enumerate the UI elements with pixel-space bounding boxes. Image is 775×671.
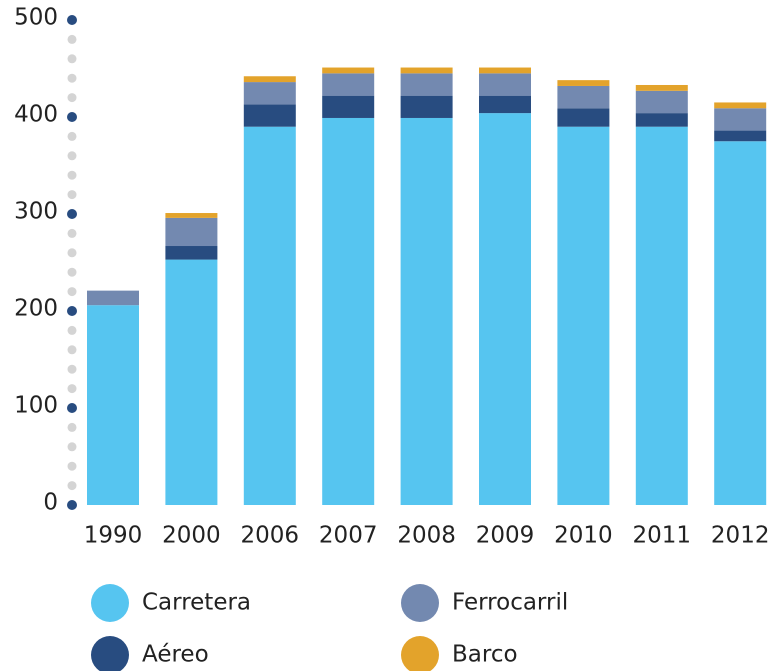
y-tick-mark	[67, 209, 77, 219]
axis-dot	[67, 248, 77, 258]
bar-segment	[557, 80, 610, 86]
bar-segment	[243, 126, 296, 505]
y-tick-label: 400	[14, 102, 58, 128]
y-tick-label: 500	[14, 5, 58, 31]
bar-segment	[635, 126, 688, 505]
axis-dot	[67, 345, 77, 355]
axis-dot	[67, 151, 77, 161]
legend-label: Aéreo	[142, 642, 209, 668]
x-tick-label: 1990	[84, 523, 143, 549]
bar-segment	[400, 117, 453, 505]
legend-swatch	[401, 584, 439, 622]
y-tick-mark	[67, 306, 77, 316]
bar-segment	[557, 85, 610, 109]
legend-label: Barco	[452, 642, 518, 668]
bar-segment	[714, 130, 767, 142]
x-tick-label: 2010	[554, 523, 613, 549]
bar-segment	[479, 113, 531, 506]
bar-segment	[479, 67, 531, 74]
bar-segment	[400, 67, 453, 74]
y-tick-mark	[67, 15, 77, 25]
legend-swatch	[91, 636, 129, 671]
bar-segment	[400, 95, 453, 118]
x-tick-label: 2007	[319, 523, 378, 549]
axis-dot	[67, 93, 77, 103]
axis-dot	[67, 461, 77, 471]
bar-segment	[165, 246, 218, 260]
bar-segment	[165, 259, 218, 505]
axis-dot	[67, 481, 77, 491]
legend-label: Carretera	[142, 590, 251, 616]
y-tick-label: 0	[43, 490, 58, 516]
bar-segment	[479, 95, 531, 114]
bar-segment	[322, 67, 375, 74]
axis-dot	[67, 364, 77, 374]
bar-segment	[87, 290, 139, 306]
bar-segment	[243, 82, 296, 105]
axis-dot	[67, 287, 77, 297]
x-tick-label: 2009	[476, 523, 535, 549]
legend-swatch	[401, 636, 439, 671]
bar-segment	[714, 108, 767, 131]
axis-dot	[67, 34, 77, 44]
bar-segment	[165, 217, 218, 247]
bar-segment	[714, 141, 767, 505]
bar-segment	[714, 102, 767, 109]
bar-segment	[400, 73, 453, 96]
bar-segment	[322, 117, 375, 505]
bar-segment	[635, 84, 688, 91]
legend-label: Ferrocarril	[452, 590, 568, 616]
legend-swatch	[91, 584, 129, 622]
bar-segment	[557, 126, 610, 505]
bar-segment	[635, 113, 688, 127]
axis-dot	[67, 442, 77, 452]
bar-segment	[243, 104, 296, 127]
bar-segment	[479, 73, 531, 96]
y-tick-label: 100	[14, 393, 58, 419]
bar-segment	[322, 95, 375, 118]
axis-dot	[67, 190, 77, 200]
bar-segment	[243, 76, 296, 83]
axis-dot	[67, 422, 77, 432]
axis-dot	[67, 267, 77, 277]
axis-dot	[67, 131, 77, 141]
x-tick-label: 2008	[397, 523, 456, 549]
y-tick-label: 300	[14, 199, 58, 225]
y-tick-mark	[67, 403, 77, 413]
x-tick-label: 2011	[633, 523, 692, 549]
bar-segment	[322, 73, 375, 96]
axis-dot	[67, 54, 77, 64]
x-tick-label: 2000	[162, 523, 221, 549]
y-tick-mark	[67, 500, 77, 510]
axis-dot	[67, 325, 77, 335]
axis-dot	[67, 170, 77, 180]
x-tick-label: 2006	[241, 523, 300, 549]
bar-segment	[557, 108, 610, 127]
y-tick-mark	[67, 112, 77, 122]
y-tick-label: 200	[14, 296, 58, 322]
axis-dot	[67, 228, 77, 238]
axis-dot	[67, 73, 77, 83]
axis-dot	[67, 384, 77, 394]
bar-segment	[87, 305, 139, 505]
bar-segment	[635, 90, 688, 114]
bar-segment	[165, 213, 218, 218]
x-tick-label: 2012	[711, 523, 770, 549]
